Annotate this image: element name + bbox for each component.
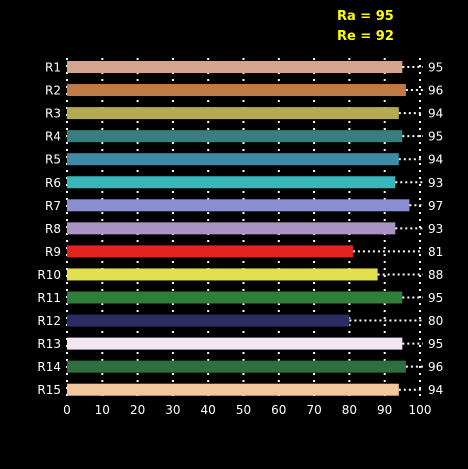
category-label: R1 — [45, 61, 61, 75]
bar — [67, 222, 396, 235]
value-label: 96 — [428, 360, 443, 374]
bar — [67, 61, 403, 73]
x-tick-label: 30 — [165, 403, 180, 417]
x-tick-label: 10 — [95, 403, 110, 417]
category-label: R7 — [45, 199, 61, 213]
value-label: 95 — [428, 61, 443, 75]
category-label: R6 — [45, 176, 61, 190]
x-tick-label: 80 — [342, 403, 357, 417]
bar — [67, 314, 350, 327]
bar — [67, 360, 406, 373]
value-label: 94 — [428, 107, 443, 121]
value-label: 80 — [428, 314, 443, 328]
value-label: 93 — [428, 222, 443, 236]
x-tick-label: 20 — [130, 403, 145, 417]
value-label: 95 — [428, 291, 443, 305]
re-value-label: Re = 92 — [337, 29, 394, 44]
value-label: 94 — [428, 153, 443, 167]
bar — [67, 84, 406, 97]
category-label: R3 — [45, 107, 61, 121]
x-tick-label: 100 — [409, 403, 432, 417]
x-tick-label: 40 — [201, 403, 216, 417]
category-label: R10 — [37, 268, 61, 282]
category-label: R8 — [45, 222, 61, 236]
category-label: R13 — [37, 337, 61, 351]
value-label: 95 — [428, 130, 443, 144]
value-label: 94 — [428, 383, 443, 397]
category-label: R5 — [45, 153, 61, 167]
bar — [67, 153, 399, 166]
x-tick-label: 50 — [236, 403, 251, 417]
x-tick-label: 70 — [306, 403, 321, 417]
value-label: 93 — [428, 176, 443, 190]
bar — [67, 199, 410, 212]
bar — [67, 245, 353, 258]
category-label: R14 — [37, 360, 61, 374]
bar — [67, 337, 403, 350]
category-label: R15 — [37, 383, 61, 397]
value-label: 81 — [428, 245, 443, 259]
ra-value-label: Ra = 95 — [337, 9, 394, 24]
bar — [67, 107, 399, 120]
value-label: 96 — [428, 84, 443, 98]
value-label: 88 — [428, 268, 443, 282]
category-label: R9 — [45, 245, 61, 259]
category-label: R4 — [45, 130, 61, 144]
bar — [67, 383, 399, 396]
value-label: 97 — [428, 199, 443, 213]
bar — [67, 291, 403, 304]
x-tick-label: 60 — [271, 403, 286, 417]
category-label: R12 — [37, 314, 61, 328]
bar — [67, 176, 396, 189]
bar — [67, 130, 403, 143]
category-label: R2 — [45, 84, 61, 98]
value-label: 95 — [428, 337, 443, 351]
category-label: R11 — [37, 291, 61, 305]
bar — [67, 268, 378, 281]
x-tick-label: 0 — [63, 403, 71, 417]
x-tick-label: 90 — [377, 403, 392, 417]
